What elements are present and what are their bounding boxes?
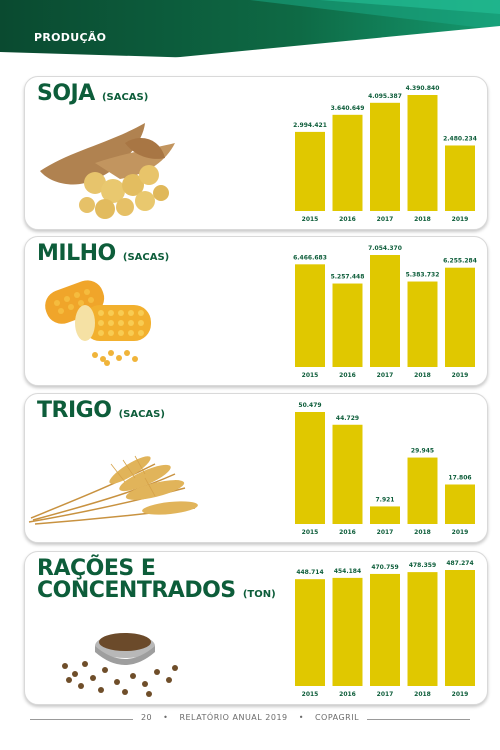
corn-icon — [45, 280, 151, 366]
card-milho: MILHO (SACAS) 6.466.683 2015 5.257.448 2016… — [24, 236, 488, 386]
wheat-icon — [28, 455, 198, 525]
page-header: PRODUÇÃO — [0, 0, 500, 58]
page-number: 20 — [136, 713, 157, 722]
x-tick-2017: 2017 — [377, 216, 394, 223]
crop-title-trigo: TRIGO (SACAS) — [37, 400, 165, 426]
x-tick-2017: 2017 — [377, 372, 394, 379]
footer-text: 20 • RELATÓRIO ANUAL 2019 • COPAGRIL — [132, 713, 368, 722]
crop-name: MILHO — [37, 241, 116, 266]
bar-2018 — [407, 457, 438, 524]
bar-2017 — [370, 102, 400, 211]
data-label-2018: 4.390.840 — [406, 85, 440, 92]
crop-title-soja: SOJA (SACAS) — [37, 83, 148, 109]
feed-pellets-icon — [62, 633, 178, 697]
bar-2019 — [445, 267, 475, 367]
milho-chart: 6.466.683 2015 5.257.448 2016 7.054.370 2017 5… — [293, 245, 477, 379]
data-label-2018: 29.945 — [411, 448, 434, 455]
section-title: PRODUÇÃO — [34, 31, 107, 44]
crop-title-milho: MILHO (SACAS) — [37, 243, 169, 269]
page-footer: 20 • RELATÓRIO ANUAL 2019 • COPAGRIL — [0, 713, 500, 722]
x-tick-2019: 2019 — [452, 529, 469, 536]
crop-name-2: CONCENTRADOS — [37, 578, 236, 603]
card-trigo: TRIGO (SACAS) 50.479 2015 44.729 2016 7.921 2… — [24, 393, 488, 543]
x-tick-2015: 2015 — [302, 372, 319, 379]
bar-2017 — [370, 255, 400, 367]
bar-2018 — [407, 281, 438, 367]
x-tick-2015: 2015 — [302, 216, 319, 223]
x-tick-2019: 2019 — [452, 216, 469, 223]
data-label-2019: 2.480.234 — [443, 135, 477, 142]
bar-2016 — [332, 114, 363, 211]
header-background — [0, 0, 500, 58]
x-tick-2015: 2015 — [302, 529, 319, 536]
bar-2018 — [407, 95, 438, 211]
bar-2015 — [295, 579, 325, 686]
x-tick-2016: 2016 — [339, 372, 356, 379]
bar-2016 — [332, 283, 363, 367]
data-label-2019: 17.806 — [448, 474, 471, 481]
data-label-2018: 5.383.732 — [406, 272, 440, 279]
footer-separator: • — [294, 713, 308, 722]
crop-title-racoes: RAÇÕES E CONCENTRADOS (TON) — [37, 558, 276, 606]
x-tick-2019: 2019 — [452, 691, 469, 698]
x-tick-2016: 2016 — [339, 691, 356, 698]
data-label-2015: 6.466.683 — [293, 254, 327, 261]
crop-name-line2: CONCENTRADOS (TON) — [37, 580, 276, 606]
crop-unit: (SACAS) — [101, 92, 149, 103]
data-label-2015: 448.714 — [296, 569, 323, 576]
soybean-icon — [40, 123, 175, 219]
bar-2015 — [295, 131, 325, 211]
footer-rule-right — [338, 719, 470, 720]
data-label-2017: 470.759 — [371, 564, 398, 571]
x-tick-2018: 2018 — [414, 691, 431, 698]
card-soja: SOJA (SACAS) 2.994.421 2015 3.640.649 2016 4… — [24, 76, 488, 230]
data-label-2015: 50.479 — [298, 402, 321, 409]
data-label-2016: 3.640.649 — [331, 105, 365, 112]
x-tick-2015: 2015 — [302, 691, 319, 698]
x-tick-2018: 2018 — [414, 529, 431, 536]
brand-name: COPAGRIL — [310, 713, 364, 722]
bar-2016 — [332, 577, 363, 686]
bar-2016 — [332, 424, 363, 524]
x-tick-2019: 2019 — [452, 372, 469, 379]
data-label-2016: 44.729 — [336, 415, 359, 422]
bar-2018 — [407, 572, 438, 686]
bar-2017 — [370, 506, 400, 524]
footer-separator: • — [159, 713, 173, 722]
data-label-2017: 7.054.370 — [368, 245, 402, 252]
data-label-2017: 4.095.387 — [368, 93, 402, 100]
data-label-2017: 7.921 — [376, 496, 395, 503]
bar-2017 — [370, 573, 400, 686]
x-tick-2017: 2017 — [377, 691, 394, 698]
data-label-2016: 454.184 — [334, 568, 361, 575]
bar-2019 — [445, 145, 475, 211]
crop-unit: (SACAS) — [118, 409, 165, 420]
x-tick-2018: 2018 — [414, 216, 431, 223]
trigo-chart: 50.479 2015 44.729 2016 7.921 2017 29.945 2018 1… — [295, 402, 475, 536]
x-tick-2016: 2016 — [339, 216, 356, 223]
x-tick-2016: 2016 — [339, 529, 356, 536]
data-label-2016: 5.257.448 — [331, 274, 365, 281]
bar-2015 — [295, 412, 325, 524]
x-tick-2017: 2017 — [377, 529, 394, 536]
data-label-2019: 6.255.284 — [443, 258, 477, 265]
data-label-2019: 487.274 — [446, 560, 473, 567]
footer-rule-left — [30, 719, 162, 720]
bar-2015 — [295, 264, 325, 367]
crop-unit: (TON) — [242, 589, 276, 600]
crop-unit: (SACAS) — [122, 252, 170, 263]
bar-2019 — [445, 570, 475, 686]
report-title: RELATÓRIO ANUAL 2019 — [175, 713, 292, 722]
card-racoes: RAÇÕES E CONCENTRADOS (TON) 448.714 2015 4… — [24, 551, 488, 705]
data-label-2018: 478.359 — [409, 562, 436, 569]
x-tick-2018: 2018 — [414, 372, 431, 379]
crop-name: SOJA — [37, 81, 95, 106]
crop-name: RAÇÕES E — [37, 556, 156, 581]
data-label-2015: 2.994.421 — [293, 122, 327, 129]
soja-chart: 2.994.421 2015 3.640.649 2016 4.095.387 2017 4… — [293, 85, 477, 223]
racoes-chart: 448.714 2015 454.184 2016 470.759 2017 478.359… — [295, 560, 475, 698]
bar-2019 — [445, 484, 475, 524]
crop-name: TRIGO — [37, 398, 112, 423]
